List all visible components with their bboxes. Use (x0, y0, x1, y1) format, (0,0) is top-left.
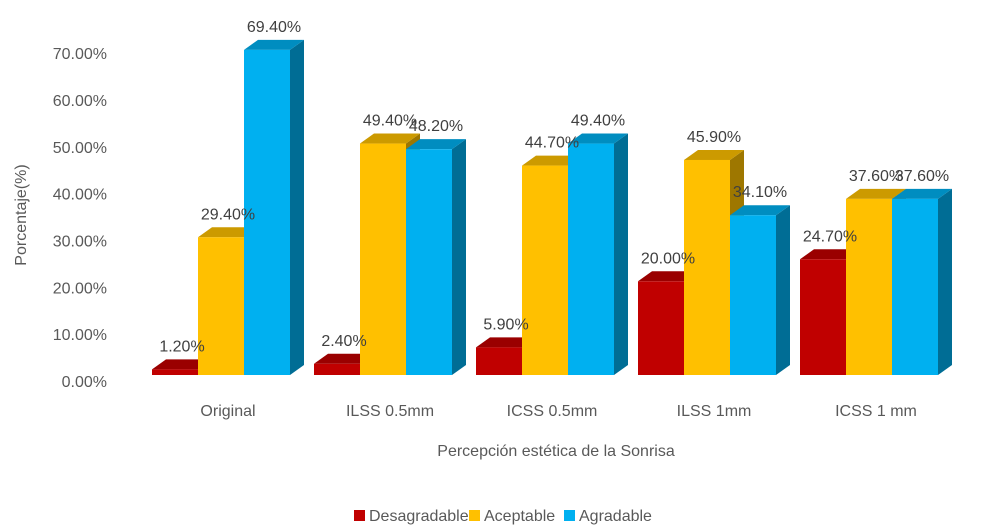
data-label: 49.40% (571, 113, 625, 130)
bar-agradable-4 (730, 205, 790, 375)
data-label: 29.40% (201, 206, 255, 223)
data-labels: 1.20%29.40%69.40%2.40%49.40%48.20%5.90%4… (159, 19, 949, 356)
data-label: 34.10% (733, 184, 787, 201)
x-axis-title: Percepción estética de la Sonrisa (437, 443, 675, 460)
legend-swatch (469, 510, 480, 521)
data-label: 69.40% (247, 19, 301, 36)
y-axis-ticks: 0.00% 10.00% 20.00% 30.00% 40.00% 50.00% 60.00… (53, 46, 107, 391)
y-axis-title: Porcentaje(%) (13, 164, 30, 265)
data-label: 24.70% (803, 228, 857, 245)
y-tick-label: 60.00% (53, 93, 107, 110)
y-tick-label: 40.00% (53, 187, 107, 204)
y-tick-label: 10.00% (53, 327, 107, 344)
legend-label: Aceptable (484, 508, 555, 525)
bars (152, 39, 952, 376)
data-label: 2.40% (321, 333, 366, 350)
bar-agradable-5 (892, 188, 952, 375)
y-tick-label: 0.00% (62, 374, 107, 391)
data-label: 45.90% (687, 129, 741, 146)
legend-label: Desagradable (369, 508, 469, 525)
legend: Desagradable Aceptable Agradable (354, 508, 652, 525)
data-label: 48.20% (409, 118, 463, 135)
data-label: 37.60% (895, 168, 949, 185)
data-label: 1.20% (159, 338, 204, 355)
x-tick-label: ILSS 0.5mm (346, 403, 434, 420)
y-tick-label: 20.00% (53, 280, 107, 297)
data-label: 5.90% (483, 316, 528, 333)
legend-swatch (354, 510, 365, 521)
y-tick-label: 70.00% (53, 46, 107, 63)
x-axis-categories: Original ILSS 0.5mm ICSS 0.5mm ILSS 1mm ICSS… (200, 403, 916, 420)
bar-agradable-1 (244, 39, 304, 376)
data-label: 20.00% (641, 250, 695, 267)
data-label: 44.70% (525, 135, 579, 152)
legend-item-agradable: Agradable (564, 508, 652, 525)
legend-label: Agradable (579, 508, 652, 525)
legend-item-aceptable: Aceptable (469, 508, 555, 525)
x-tick-label: ILSS 1mm (677, 403, 752, 420)
legend-swatch (564, 510, 575, 521)
data-label: 49.40% (363, 113, 417, 130)
bar-agradable-3 (568, 133, 628, 375)
x-tick-label: ICSS 0.5mm (507, 403, 598, 420)
legend-item-desagradable: Desagradable (354, 508, 469, 525)
x-tick-label: ICSS 1 mm (835, 403, 917, 420)
x-tick-label: Original (200, 403, 255, 420)
bar-agradable-2 (406, 139, 466, 375)
data-label: 37.60% (849, 168, 903, 185)
y-tick-label: 50.00% (53, 140, 107, 157)
y-tick-label: 30.00% (53, 233, 107, 250)
